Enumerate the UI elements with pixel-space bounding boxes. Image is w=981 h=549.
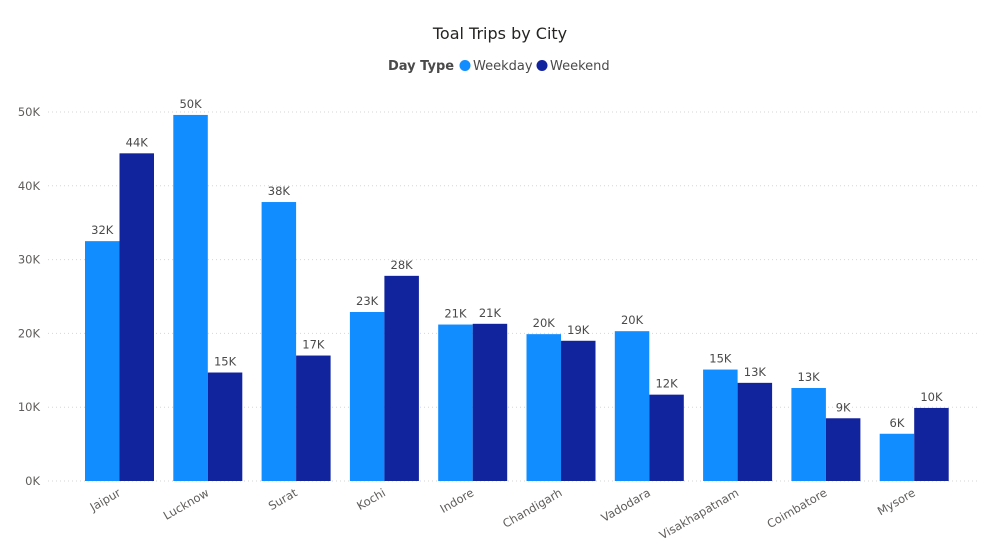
data-label: 12K: [655, 377, 678, 391]
y-tick-label: 10K: [18, 400, 41, 414]
data-labels: 32K 44K 50K 15K 38K 17K 23K 28K 21K 21K 20K 19K 20K 1…: [91, 97, 943, 430]
data-label: 15K: [214, 355, 237, 369]
y-tick-label: 50K: [18, 105, 41, 119]
bar-weekend-chandigarh[interactable]: [561, 340, 596, 481]
x-tick-label-surat: Surat: [266, 485, 300, 513]
bar-weekend-lucknow[interactable]: [207, 372, 243, 481]
bar-weekend-surat[interactable]: [296, 355, 331, 481]
x-tick-label-coimbatore: Coimbatore: [764, 485, 829, 531]
bar-weekday-chandigarh[interactable]: [526, 334, 562, 481]
data-label: 9K: [836, 400, 851, 414]
x-tick-label-visakhapatnam: Visakhapatnam: [657, 485, 741, 542]
bar-weekday-coimbatore[interactable]: [791, 388, 826, 481]
legend-label-weekday: Weekday: [473, 59, 533, 74]
x-tick-label-chandigarh: Chandigarh: [500, 485, 564, 530]
y-axis: 0K 10K 20K 30K 40K 50K: [18, 105, 41, 488]
data-label: 15K: [709, 352, 732, 366]
bar-weekend-kochi[interactable]: [384, 275, 419, 481]
legend-label-weekend: Weekend: [550, 59, 610, 74]
data-label: 32K: [91, 223, 114, 237]
legend-title: Day Type: [388, 59, 454, 74]
x-tick-label-indore: Indore: [438, 485, 477, 515]
data-label: 38K: [268, 184, 291, 198]
x-tick-label-kochi: Kochi: [354, 485, 388, 513]
bar-weekend-jaipur[interactable]: [119, 153, 155, 481]
data-label: 21K: [479, 306, 502, 320]
legend-item-weekend[interactable]: Weekend: [536, 59, 610, 74]
bar-weekday-jaipur[interactable]: [85, 241, 120, 481]
bar-weekday-mysore[interactable]: [879, 433, 915, 481]
bar-weekday-indore[interactable]: [438, 324, 473, 481]
data-label: 13K: [798, 370, 821, 384]
legend-marker-weekday: [459, 60, 471, 71]
x-tick-label-jaipur: Jaipur: [87, 485, 124, 514]
data-label: 10K: [920, 390, 943, 404]
x-tick-label-lucknow: Lucknow: [161, 485, 211, 522]
bar-weekend-visakhapatnam[interactable]: [737, 382, 773, 481]
data-label: 6K: [890, 416, 905, 430]
data-label: 20K: [533, 316, 556, 330]
data-label: 17K: [302, 338, 325, 352]
bars: [85, 114, 949, 482]
chart-title: Toal Trips by City: [432, 24, 567, 43]
y-tick-label: 40K: [18, 179, 41, 193]
x-axis: Jaipur Lucknow Surat Kochi Indore Chandigarh V…: [87, 485, 918, 542]
data-label: 19K: [567, 323, 590, 337]
bar-weekday-surat[interactable]: [261, 202, 297, 481]
data-label: 28K: [391, 258, 414, 272]
bar-weekday-kochi[interactable]: [349, 311, 385, 481]
data-label: 23K: [356, 294, 379, 308]
bar-weekend-mysore[interactable]: [914, 407, 949, 481]
legend-item-weekday[interactable]: Weekday: [459, 59, 533, 74]
bar-weekend-indore[interactable]: [472, 323, 508, 481]
legend-marker-weekend: [536, 60, 548, 71]
data-label: 21K: [444, 307, 467, 321]
x-tick-label-mysore: Mysore: [875, 485, 918, 518]
y-tick-label: 20K: [18, 326, 41, 340]
y-tick-label: 30K: [18, 253, 41, 267]
bar-weekend-coimbatore[interactable]: [825, 418, 861, 481]
data-label: 44K: [126, 135, 149, 149]
bar-weekend-vadodara[interactable]: [649, 394, 684, 481]
x-tick-label-vadodara: Vadodara: [599, 485, 653, 524]
data-label: 20K: [621, 313, 644, 327]
legend: Day Type Weekday Weekend: [388, 59, 610, 74]
data-label: 13K: [744, 365, 767, 379]
bar-weekday-vadodara[interactable]: [614, 331, 650, 481]
bar-weekday-visakhapatnam[interactable]: [703, 369, 738, 481]
y-tick-label: 0K: [25, 474, 40, 488]
bar-weekday-lucknow[interactable]: [173, 114, 208, 482]
data-label: 50K: [179, 97, 202, 111]
